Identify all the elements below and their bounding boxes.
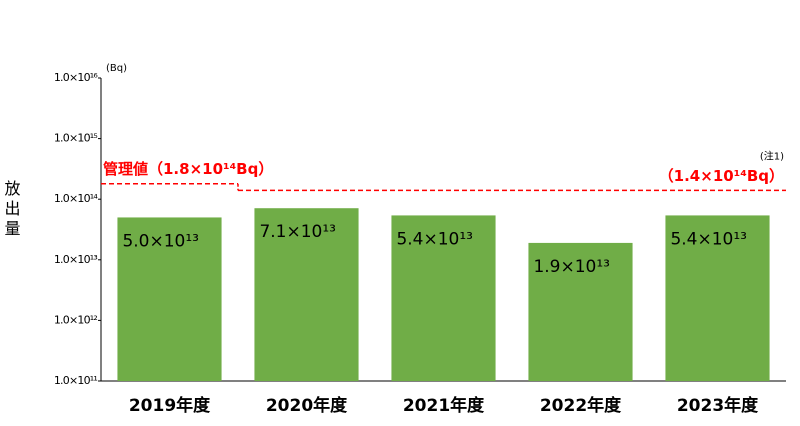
bar (528, 242, 633, 381)
y-tick-label: 1.0×10¹² (54, 313, 98, 326)
unit-label: (Bq) (106, 63, 127, 74)
x-tick-label: 2023年度 (677, 395, 759, 416)
threshold-label: （1.4×10¹⁴Bq） (659, 167, 784, 185)
x-tick-label: 2022年度 (540, 395, 622, 416)
y-tick-label: 1.0×10¹⁵ (54, 132, 98, 145)
value-label: 5.4×10¹³ (670, 229, 747, 249)
threshold-label: 管理値（1.8×10¹⁴Bq） (103, 160, 273, 178)
bar (254, 208, 359, 381)
y-tick-label: 1.0×10¹³ (54, 253, 98, 266)
x-tick-label: 2019年度 (129, 395, 211, 416)
y-tick-label: 1.0×10¹⁶ (54, 71, 99, 84)
value-label: 5.0×10¹³ (122, 231, 199, 251)
x-tick-label: 2020年度 (266, 395, 348, 416)
y-axis-label: 放出量 (2, 180, 21, 240)
x-tick-label: 2021年度 (403, 395, 485, 416)
value-label: 1.9×10¹³ (533, 257, 610, 277)
bar (665, 215, 770, 381)
bar (117, 217, 222, 381)
y-tick-label: 1.0×10¹⁴ (54, 192, 99, 205)
bar (391, 215, 496, 381)
value-label: 7.1×10¹³ (259, 222, 336, 242)
value-label: 5.4×10¹³ (396, 229, 473, 249)
threshold-note: (注1) (760, 149, 784, 162)
y-tick-label: 1.0×10¹¹ (54, 374, 98, 387)
